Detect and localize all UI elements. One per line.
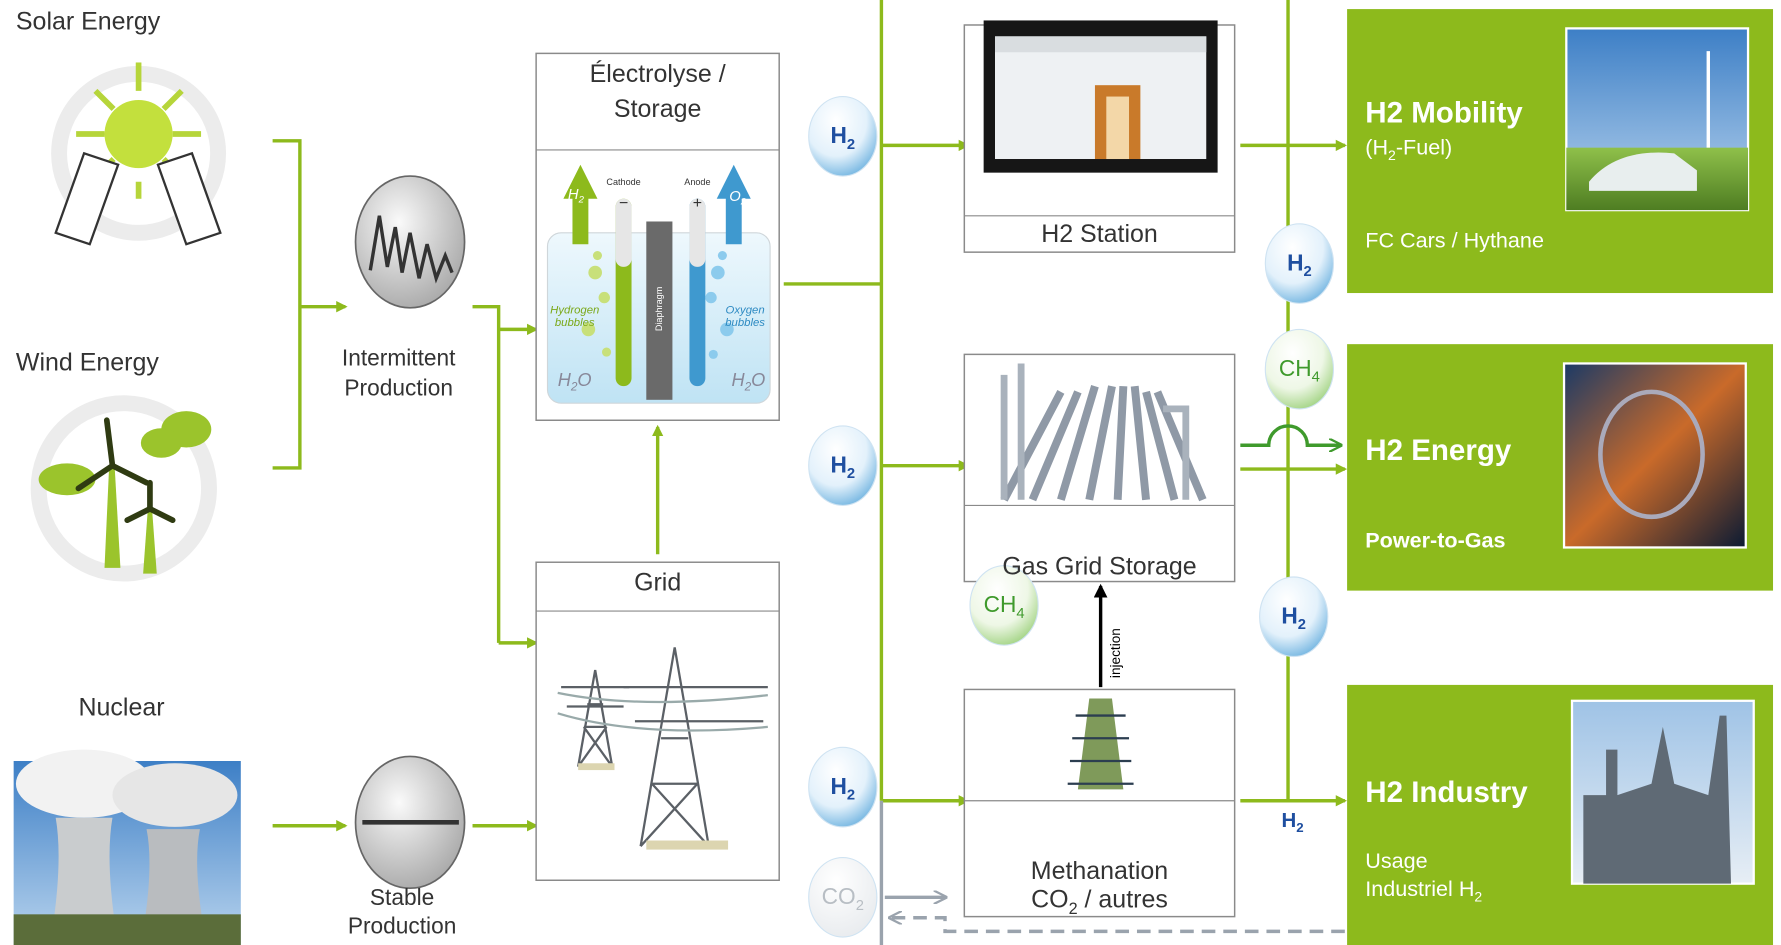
illustration-label: − bbox=[619, 195, 628, 212]
output-caption: Power-to-Gas bbox=[1365, 527, 1505, 552]
text-run: O bbox=[751, 370, 765, 390]
labels: Solar Energy Wind Energy Nuclear Intermitte… bbox=[16, 8, 1544, 939]
text-run: 2 bbox=[578, 194, 585, 205]
text-run: O bbox=[577, 370, 591, 390]
text-run: 2 bbox=[1296, 820, 1303, 835]
production-ovals bbox=[356, 176, 465, 888]
text-run: H bbox=[1282, 809, 1297, 832]
text-run: / autres bbox=[1078, 886, 1168, 914]
box-title: Électrolyse / bbox=[590, 59, 726, 88]
industry-photo bbox=[1572, 701, 1754, 884]
text-run: 2 bbox=[847, 788, 855, 804]
text-run: 2 bbox=[740, 197, 747, 208]
text-run: (H bbox=[1365, 134, 1388, 159]
text-run: 2 bbox=[856, 898, 864, 914]
text-run: FC Cars / Hythane bbox=[1365, 228, 1544, 253]
text-run: CH bbox=[984, 591, 1017, 617]
text-run: H bbox=[568, 187, 579, 203]
mobility-photo bbox=[1566, 28, 1748, 210]
arrow-label: injection bbox=[1108, 628, 1123, 678]
text-run: CH bbox=[1279, 355, 1312, 381]
text-run: H bbox=[1281, 603, 1297, 629]
nuclear-photo bbox=[14, 750, 241, 945]
illustration-label: + bbox=[693, 195, 702, 212]
box-title: Methanation bbox=[1031, 857, 1168, 885]
text-run: Power-to-Gas bbox=[1365, 527, 1505, 552]
illustration-label: bubbles bbox=[555, 317, 595, 329]
box-title: Storage bbox=[614, 95, 701, 123]
illustration-label: Cathode bbox=[606, 177, 640, 187]
source-label: Solar Energy bbox=[16, 8, 161, 36]
illustration-label: Hydrogen bbox=[550, 304, 599, 316]
text-run: H bbox=[830, 452, 846, 478]
text-run: H bbox=[830, 773, 846, 799]
wind-icon bbox=[39, 403, 212, 573]
production-label: Intermittent bbox=[342, 345, 456, 371]
illustration-label: Anode bbox=[684, 177, 710, 187]
text-run: 2 bbox=[1069, 900, 1078, 918]
production-label: Production bbox=[348, 913, 457, 939]
text-run: H bbox=[558, 370, 572, 390]
box-title: Grid bbox=[634, 569, 681, 597]
source-label: Nuclear bbox=[79, 694, 165, 722]
text-run: H bbox=[1287, 249, 1303, 275]
text-run: Industriel H bbox=[1365, 876, 1474, 901]
output-title: H2 Energy bbox=[1365, 434, 1512, 467]
text-run: H bbox=[830, 122, 846, 148]
output-title: H2 Industry bbox=[1365, 776, 1528, 809]
production-label: Production bbox=[344, 374, 453, 400]
output-caption: Industriel H2 bbox=[1365, 876, 1482, 904]
text-run: CO bbox=[1031, 886, 1068, 914]
text-run: 2 bbox=[1303, 264, 1311, 280]
output-subtitle: (H2-Fuel) bbox=[1365, 134, 1452, 162]
text-run: O bbox=[729, 189, 741, 205]
box-title: H2 Station bbox=[1041, 220, 1158, 248]
energy-photo bbox=[1564, 363, 1746, 547]
text-run: H bbox=[731, 370, 745, 390]
production-label: Stable bbox=[370, 884, 434, 910]
output-title: H2 Mobility bbox=[1365, 97, 1523, 130]
source-label: Wind Energy bbox=[16, 348, 159, 376]
illustration-label: bubbles bbox=[725, 317, 765, 329]
box-title: Gas Grid Storage bbox=[1002, 553, 1196, 581]
text-run: 4 bbox=[1016, 606, 1024, 622]
text-run: 4 bbox=[1312, 370, 1320, 386]
output-caption: Usage bbox=[1365, 848, 1427, 873]
text-run: 2 bbox=[1474, 889, 1482, 905]
diagram: Solar Energy Wind Energy Nuclear Intermitte… bbox=[0, 0, 1781, 945]
text-run: CO bbox=[822, 883, 856, 909]
illustration-label: Oxygen bbox=[726, 304, 765, 316]
text-run: -Fuel) bbox=[1396, 134, 1452, 159]
box-title: CO2 / autres bbox=[1031, 886, 1168, 918]
text-run: 2 bbox=[847, 137, 855, 153]
illustration-label: Diaphragm bbox=[654, 287, 664, 331]
station-photo bbox=[984, 20, 1218, 172]
text-run: 2 bbox=[1298, 617, 1306, 633]
output-caption: FC Cars / Hythane bbox=[1365, 228, 1544, 253]
molecule-label: H2 bbox=[1282, 809, 1304, 835]
text-run: Usage bbox=[1365, 848, 1427, 873]
solar-icon bbox=[56, 62, 221, 244]
text-run: 2 bbox=[847, 466, 855, 482]
